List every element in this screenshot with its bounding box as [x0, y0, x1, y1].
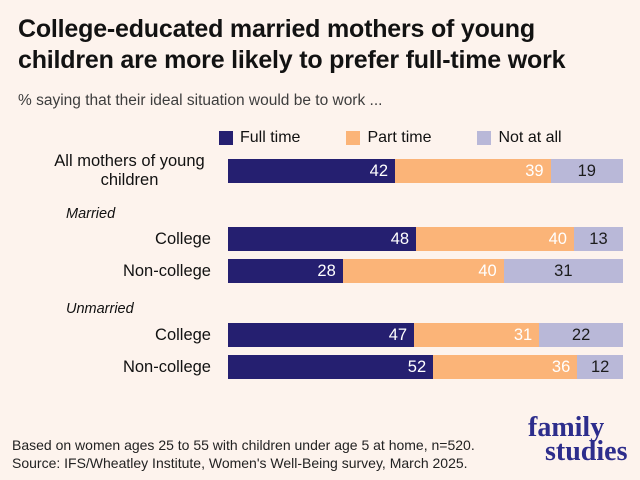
- bar-segment-full-time: 47: [228, 323, 415, 347]
- legend-swatch-part-time-icon: [346, 131, 361, 145]
- bar-segment-full-time: 52: [228, 355, 434, 379]
- bar-value-label: 47: [388, 325, 408, 344]
- stacked-bar: 47 31 22: [228, 323, 623, 347]
- row-label: College: [155, 325, 211, 344]
- bar-value-label: 12: [590, 357, 610, 376]
- legend-swatch-not-at-all-icon: [477, 131, 492, 145]
- bar-segment-part-time: 40: [416, 227, 574, 251]
- logo-line-2: studies: [545, 436, 628, 467]
- footer: Based on women ages 25 to 55 with childr…: [12, 436, 475, 472]
- bar-segment-part-time: 31: [414, 323, 540, 347]
- stacked-bar: 48 40 13: [228, 227, 623, 251]
- group-label: Married: [66, 206, 116, 222]
- row-label: Non-college: [122, 261, 211, 280]
- stacked-bar: 52 36 12: [228, 355, 623, 379]
- bar-segment-not-at-all: 31: [503, 259, 623, 283]
- family-studies-logo: family studies: [528, 412, 628, 467]
- bar-value-label: 48: [390, 229, 410, 248]
- legend-label: Full time: [240, 129, 301, 146]
- row-label: College: [155, 229, 211, 248]
- legend: Full time Part time Not at all: [219, 129, 562, 147]
- legend-label: Not at all: [498, 129, 562, 146]
- bar-value-label: 36: [551, 357, 571, 376]
- group-label: Unmarried: [66, 301, 134, 317]
- bar-segment-not-at-all: 19: [550, 159, 623, 183]
- footer-source: Source: IFS/Wheatley Institute, Women's …: [12, 455, 468, 471]
- chart-subtitle: % saying that their ideal situation woul…: [18, 92, 383, 109]
- bar-segment-part-time: 36: [433, 355, 578, 379]
- bar-value-label: 31: [554, 261, 573, 280]
- bar-row: College 48 40 13: [8, 227, 623, 251]
- bar-segment-full-time: 28: [228, 259, 343, 283]
- legend-item-full-time: Full time: [219, 129, 300, 147]
- stacked-bar: 42 39 19: [228, 159, 623, 183]
- page-title: College-educated married mothers of youn…: [18, 15, 566, 74]
- stacked-bar: 28 40 31: [228, 259, 623, 283]
- bar-value-label: 39: [525, 161, 544, 180]
- bar-value-label: 40: [548, 229, 567, 248]
- legend-swatch-full-time-icon: [219, 131, 233, 145]
- row-label: All mothers of young children: [54, 152, 205, 189]
- bar-value-label: 13: [589, 229, 608, 248]
- bar-value-label: 19: [577, 161, 596, 180]
- bar-segment-not-at-all: 12: [577, 355, 623, 379]
- bar-row: All mothers of young children 42 39 19: [8, 152, 623, 189]
- bar-segment-full-time: 48: [228, 227, 417, 251]
- bar-value-label: 22: [571, 325, 591, 344]
- bar-segment-full-time: 42: [228, 159, 396, 183]
- bar-value-label: 31: [513, 325, 533, 344]
- bar-value-label: 42: [369, 161, 389, 180]
- bar-segment-part-time: 39: [395, 159, 551, 183]
- bar-segment-part-time: 40: [342, 259, 504, 283]
- bar-value-label: 52: [407, 357, 427, 376]
- bar-row: Non-college 28 40 31: [8, 259, 623, 283]
- row-label: Non-college: [122, 357, 211, 376]
- bar-row: College 47 31 22: [8, 323, 623, 347]
- logo-line-1: family: [528, 412, 605, 443]
- bar-segment-not-at-all: 13: [573, 227, 623, 251]
- legend-item-not-at-all: Not at all: [477, 129, 562, 147]
- bar-row: Non-college 52 36 12: [8, 355, 623, 379]
- legend-label: Part time: [367, 129, 432, 146]
- bar-value-label: 28: [317, 261, 336, 280]
- footer-note: Based on women ages 25 to 55 with childr…: [12, 437, 475, 453]
- bar-segment-not-at-all: 22: [539, 323, 623, 347]
- legend-item-part-time: Part time: [346, 129, 431, 147]
- bar-value-label: 40: [478, 261, 497, 280]
